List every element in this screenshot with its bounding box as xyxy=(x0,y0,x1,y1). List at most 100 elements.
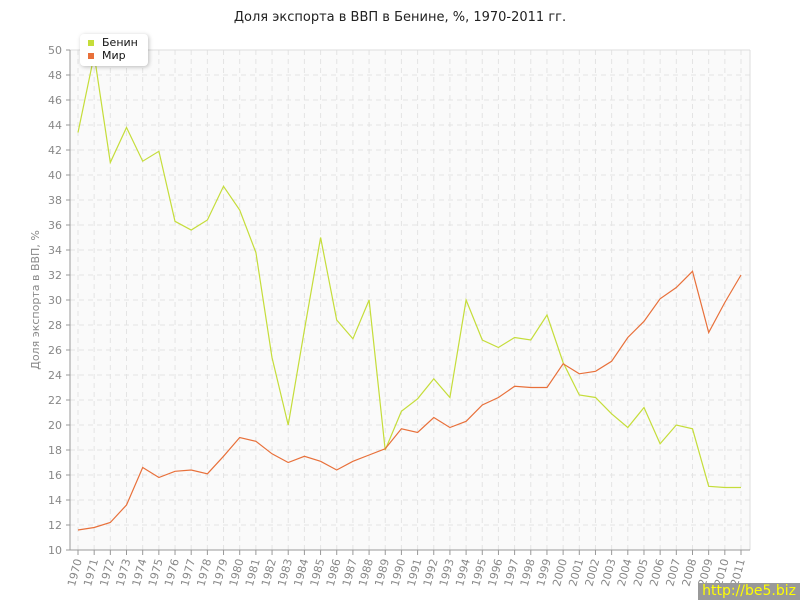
data-point xyxy=(157,149,161,153)
data-point xyxy=(480,403,484,407)
data-point xyxy=(108,161,112,165)
watermark-link[interactable]: http://be5.biz xyxy=(698,583,800,600)
data-point xyxy=(416,431,420,435)
y-tick-label: 22 xyxy=(48,394,62,407)
data-point xyxy=(254,251,258,255)
data-point xyxy=(351,337,355,341)
data-point xyxy=(642,406,646,410)
y-tick-label: 18 xyxy=(48,444,62,457)
data-point xyxy=(513,384,517,388)
legend: Бенин Мир xyxy=(80,34,148,66)
data-point xyxy=(707,331,711,335)
data-point xyxy=(125,503,129,507)
y-tick-label: 30 xyxy=(48,294,62,307)
legend-item-benin[interactable]: Бенин xyxy=(88,36,138,49)
data-point xyxy=(319,459,323,463)
data-point xyxy=(674,286,678,290)
y-tick-label: 32 xyxy=(48,269,62,282)
data-point xyxy=(302,454,306,458)
data-point xyxy=(577,372,581,376)
data-point xyxy=(189,468,193,472)
y-tick-label: 10 xyxy=(48,544,62,557)
data-point xyxy=(690,427,694,431)
data-point xyxy=(545,313,549,317)
data-point xyxy=(270,356,274,360)
data-point xyxy=(658,297,662,301)
y-tick-label: 34 xyxy=(48,244,62,257)
series-line-benin xyxy=(77,54,741,489)
data-point xyxy=(529,338,533,342)
data-point xyxy=(141,466,145,470)
data-point xyxy=(157,476,161,480)
data-point xyxy=(383,447,387,451)
data-point xyxy=(335,468,339,472)
data-point xyxy=(464,298,468,302)
y-tick-label: 48 xyxy=(48,69,62,82)
data-point xyxy=(739,486,743,490)
plot-area xyxy=(70,50,750,550)
series-line-world xyxy=(77,270,742,531)
data-point xyxy=(529,386,533,390)
y-tick-label: 24 xyxy=(48,369,62,382)
data-point xyxy=(610,359,614,363)
legend-label: Мир xyxy=(102,49,126,62)
y-tick-label: 40 xyxy=(48,169,62,182)
data-point xyxy=(464,419,468,423)
data-point xyxy=(448,426,452,430)
y-tick-label: 20 xyxy=(48,419,62,432)
data-point xyxy=(593,369,597,373)
data-point xyxy=(674,423,678,427)
data-point xyxy=(432,377,436,381)
data-point xyxy=(723,301,727,305)
data-point xyxy=(319,236,323,240)
data-point xyxy=(270,452,274,456)
y-tick-label: 50 xyxy=(48,44,62,57)
data-point xyxy=(189,228,193,232)
data-point xyxy=(238,436,242,440)
data-point xyxy=(222,184,226,188)
data-point xyxy=(513,336,517,340)
data-point xyxy=(302,328,306,332)
data-point xyxy=(351,459,355,463)
data-point xyxy=(690,269,694,273)
data-point xyxy=(205,472,209,476)
data-point xyxy=(658,442,662,446)
y-tick-label: 38 xyxy=(48,194,62,207)
data-point xyxy=(432,416,436,420)
data-point xyxy=(141,159,145,163)
data-point xyxy=(496,346,500,350)
data-point xyxy=(125,126,129,130)
data-point xyxy=(626,336,630,340)
legend-swatch xyxy=(88,39,94,46)
data-point xyxy=(76,131,80,135)
data-point xyxy=(173,219,177,223)
data-point xyxy=(561,362,565,366)
data-point xyxy=(626,426,630,430)
data-point xyxy=(367,298,371,302)
data-point xyxy=(335,318,339,322)
y-tick-label: 36 xyxy=(48,219,62,232)
legend-item-world[interactable]: Мир xyxy=(88,49,138,62)
data-point xyxy=(254,439,258,443)
y-tick-label: 16 xyxy=(48,469,62,482)
data-point xyxy=(593,396,597,400)
y-tick-label: 46 xyxy=(48,94,62,107)
data-point xyxy=(76,528,80,532)
data-point xyxy=(286,461,290,465)
data-point xyxy=(286,423,290,427)
y-tick-label: 14 xyxy=(48,494,62,507)
legend-label: Бенин xyxy=(102,36,138,49)
data-point xyxy=(173,469,177,473)
legend-swatch xyxy=(88,52,94,59)
chart-title: Доля экспорта в ВВП в Бенине, %, 1970-20… xyxy=(233,10,567,25)
data-point xyxy=(577,393,581,397)
data-point xyxy=(707,484,711,488)
data-point xyxy=(448,396,452,400)
y-tick-label: 44 xyxy=(48,119,62,132)
y-tick-label: 26 xyxy=(48,344,62,357)
data-point xyxy=(399,427,403,431)
data-point xyxy=(610,412,614,416)
y-axis-label: Доля экспорта в ВВП, % xyxy=(29,230,42,370)
data-point xyxy=(416,397,420,401)
